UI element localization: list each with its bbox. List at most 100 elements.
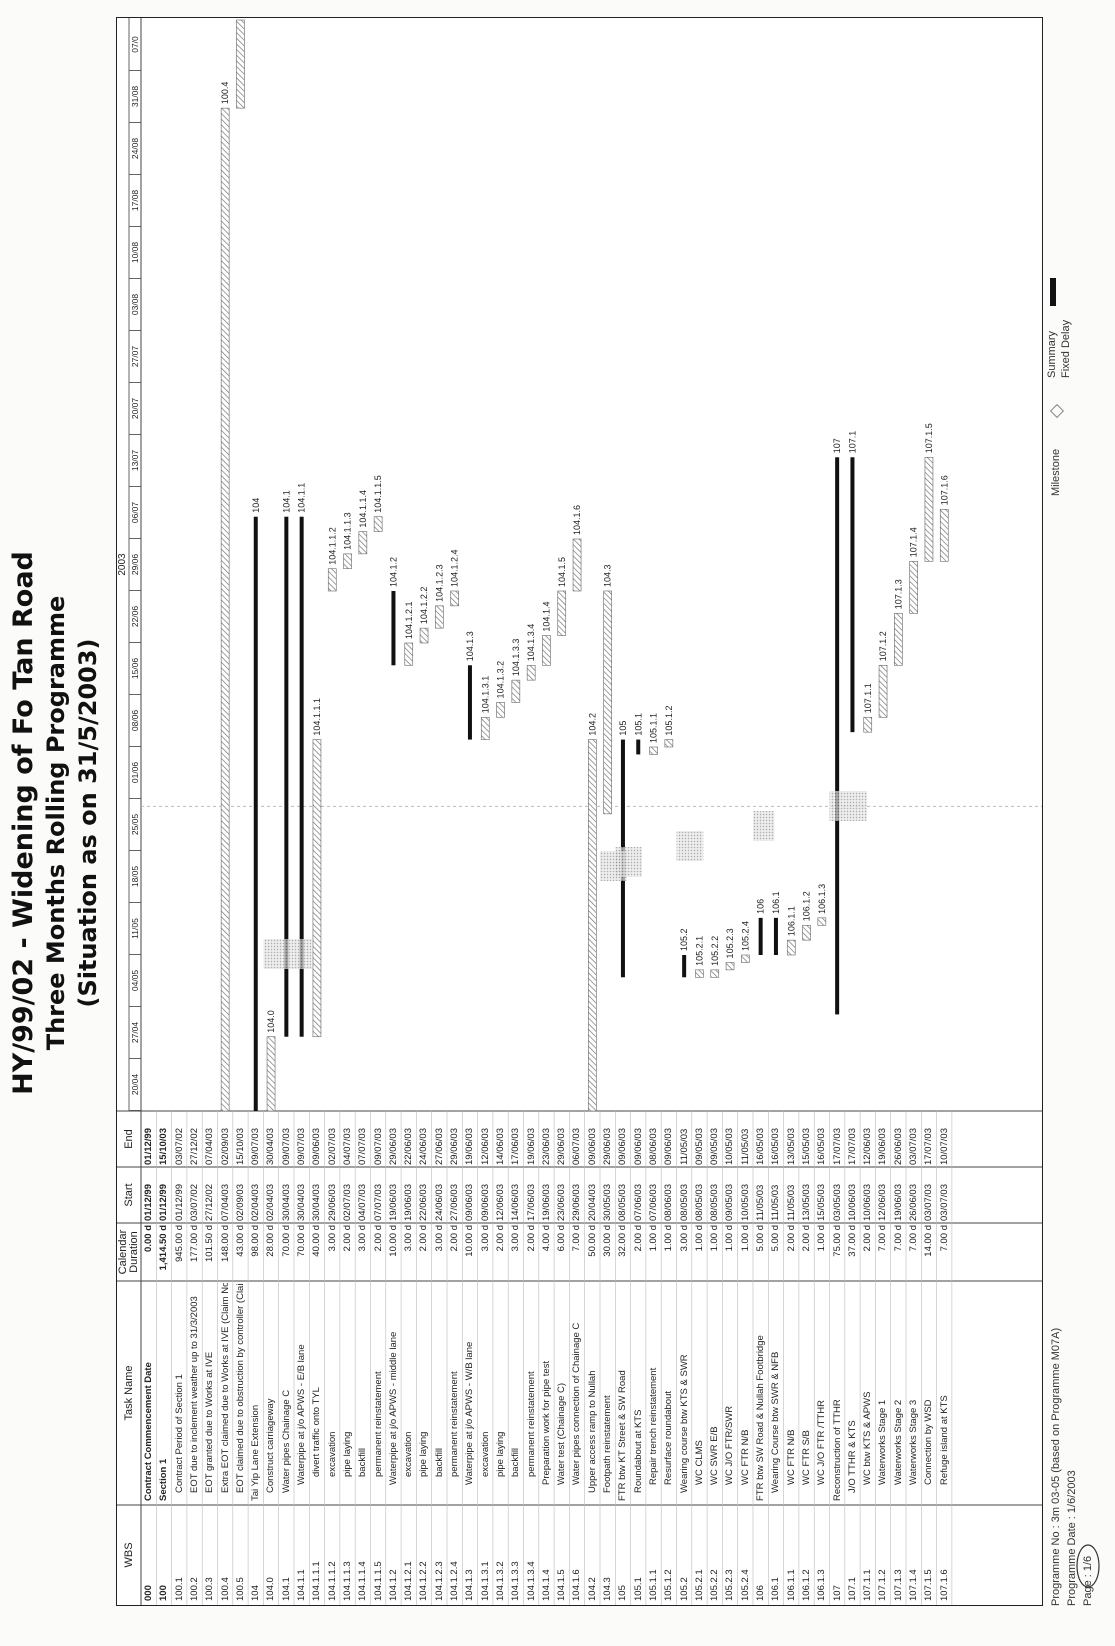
bar-label: 104.1.5 (557, 557, 567, 587)
handwritten-circle (1076, 1544, 1100, 1588)
gantt-table: WBS Task Name Calendar Duration Start En… (116, 17, 1043, 1606)
task-bar (664, 739, 674, 748)
progress-shading (263, 939, 312, 969)
bar-label: 104.1.3.2 (496, 661, 506, 699)
task-bar (725, 962, 735, 971)
bar-label: 107.1.2 (878, 631, 888, 661)
task-bar (404, 642, 414, 666)
bar-label: 105.1 (633, 713, 643, 736)
bar-label: 106.1.2 (802, 891, 812, 921)
task-bar (312, 739, 322, 1038)
bar-label: 104.1.2.4 (450, 549, 460, 587)
task-bar (220, 107, 230, 1112)
bar-label: 104.0 (266, 1010, 276, 1033)
summary-bar (284, 516, 289, 1037)
task-bar (236, 19, 245, 109)
task-bar (572, 538, 582, 592)
summary-bar (682, 954, 687, 978)
summary-bar (758, 917, 763, 955)
task-bar (588, 739, 597, 1112)
bar-label: 104.1.2.3 (434, 564, 444, 602)
progress-shading (615, 847, 643, 877)
summary-bar (850, 457, 855, 733)
task-bar (327, 568, 337, 592)
bar-label: 106.1.1 (786, 906, 796, 936)
task-bar (496, 702, 505, 718)
bar-label: 107.1.4 (909, 527, 919, 557)
task-bar (924, 456, 934, 562)
bar-label: 104.1.2 (388, 557, 398, 587)
bar-label: 104.1 (281, 490, 291, 513)
bar-label: 104.1.1 (297, 483, 307, 513)
task-bar (480, 716, 490, 740)
progress-shading (829, 791, 867, 821)
summary-bar (391, 590, 396, 666)
bar-label: 105.2.4 (740, 921, 750, 951)
bar-label: 104.1.1.1 (312, 698, 322, 736)
bar-label: 104.1.1.3 (343, 512, 353, 550)
bar-label: 107.1.3 (893, 579, 903, 609)
bar-label: 104.3 (603, 564, 613, 587)
legend-fixed-delay: Fixed Delay (1060, 319, 1072, 378)
bar-label: 105.2.3 (725, 928, 735, 958)
task-bar (435, 605, 444, 629)
bar-label: 104.1.6 (572, 505, 582, 535)
task-bar (649, 746, 658, 755)
task-bar (343, 553, 352, 570)
bar-label: 104.1.3.3 (511, 639, 521, 677)
bar-label: 107.1.5 (924, 423, 934, 453)
summary-swatch-icon (1050, 278, 1056, 306)
task-bar (557, 590, 567, 636)
task-bar (878, 664, 888, 718)
task-bar (542, 635, 551, 666)
progress-shading (753, 811, 775, 841)
legend-summary: Summary (1046, 330, 1058, 378)
summary-bar (467, 665, 472, 740)
task-bar (802, 924, 811, 941)
bar-label: 105.2 (679, 928, 689, 951)
bar-label: 107.1.6 (939, 475, 949, 505)
task-bar (695, 969, 704, 978)
task-bar (419, 627, 429, 644)
task-bar (786, 939, 796, 956)
bar-label: 104.1.1.5 (373, 475, 383, 513)
bar-label: 104.1.1.4 (358, 490, 368, 528)
document-subtitle: Three Months Rolling Programme (42, 595, 70, 1051)
bar-label: 104.1.1.2 (327, 527, 337, 565)
bar-label: 104.1.3 (465, 631, 475, 661)
summary-bar (636, 739, 641, 755)
milestone-diamond-icon (1049, 403, 1065, 419)
bar-label: 106.1.3 (817, 884, 827, 914)
task-bar (909, 560, 918, 614)
task-bar (450, 590, 459, 607)
bar-label: 100.4 (220, 82, 230, 105)
task-bar (863, 716, 873, 733)
bar-label: 105.2.1 (694, 936, 704, 966)
task-bar (741, 954, 750, 963)
task-bar (526, 664, 536, 681)
task-bar (603, 590, 612, 815)
summary-bar (253, 516, 258, 1111)
gantt-chart: 000100100.4100.5104104.0104.1104.1.1104.… (117, 18, 1042, 1605)
summary-bar (299, 516, 304, 1037)
task-bar (817, 917, 827, 926)
bar-label: 106.1 (771, 891, 781, 914)
legend-milestone: Milestone (1050, 448, 1062, 496)
bar-label: 107.1.1 (863, 683, 873, 713)
bar-label: 104.2 (587, 713, 597, 736)
task-bar (511, 679, 521, 703)
situation-date: (Situation as on 31/5/2003) (74, 638, 102, 1008)
bar-label: 105.2.2 (710, 936, 720, 966)
document-title: HY/99/02 - Widening of Fo Tan Road (8, 551, 39, 1095)
task-bar (939, 508, 949, 562)
task-bar (358, 531, 368, 555)
bar-label: 104.1.2.2 (419, 587, 429, 625)
task-bar (710, 969, 720, 978)
bar-label: 104 (251, 498, 261, 513)
bar-label: 105.1.1 (649, 713, 659, 743)
bar-label: 107 (832, 438, 842, 453)
bar-label: 105.1.2 (664, 706, 674, 736)
bar-label: 105 (618, 721, 628, 736)
task-bar (894, 612, 903, 666)
bar-label: 104.1.2.1 (404, 601, 414, 639)
